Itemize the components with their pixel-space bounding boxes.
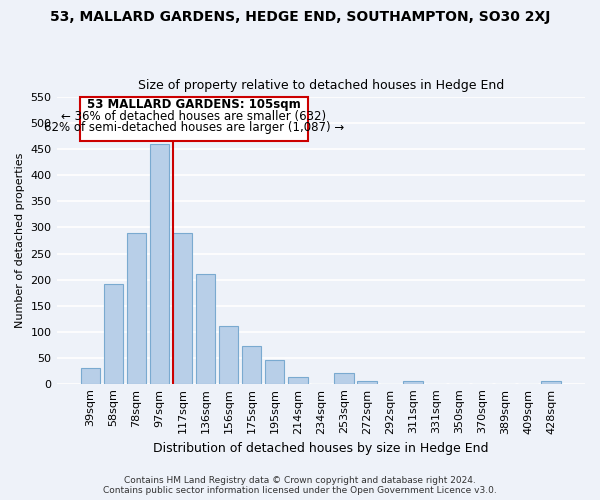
Text: 62% of semi-detached houses are larger (1,087) →: 62% of semi-detached houses are larger (… <box>44 121 344 134</box>
Bar <box>127 232 146 384</box>
Bar <box>80 368 100 384</box>
X-axis label: Distribution of detached houses by size in Hedge End: Distribution of detached houses by size … <box>153 442 488 455</box>
Text: 53 MALLARD GARDENS: 105sqm: 53 MALLARD GARDENS: 105sqm <box>87 98 301 110</box>
Bar <box>288 377 308 384</box>
Bar <box>104 284 123 384</box>
Text: 53, MALLARD GARDENS, HEDGE END, SOUTHAMPTON, SO30 2XJ: 53, MALLARD GARDENS, HEDGE END, SOUTHAMP… <box>50 10 550 24</box>
Bar <box>357 381 377 384</box>
Bar <box>334 372 353 384</box>
Y-axis label: Number of detached properties: Number of detached properties <box>15 153 25 328</box>
Bar <box>173 232 193 384</box>
Title: Size of property relative to detached houses in Hedge End: Size of property relative to detached ho… <box>137 79 504 92</box>
Text: ← 36% of detached houses are smaller (632): ← 36% of detached houses are smaller (63… <box>61 110 326 122</box>
FancyBboxPatch shape <box>80 98 308 141</box>
Bar <box>196 274 215 384</box>
Text: Contains HM Land Registry data © Crown copyright and database right 2024.
Contai: Contains HM Land Registry data © Crown c… <box>103 476 497 495</box>
Bar <box>242 346 262 384</box>
Bar <box>149 144 169 384</box>
Bar <box>403 381 423 384</box>
Bar <box>265 360 284 384</box>
Bar <box>541 381 561 384</box>
Bar <box>219 326 238 384</box>
